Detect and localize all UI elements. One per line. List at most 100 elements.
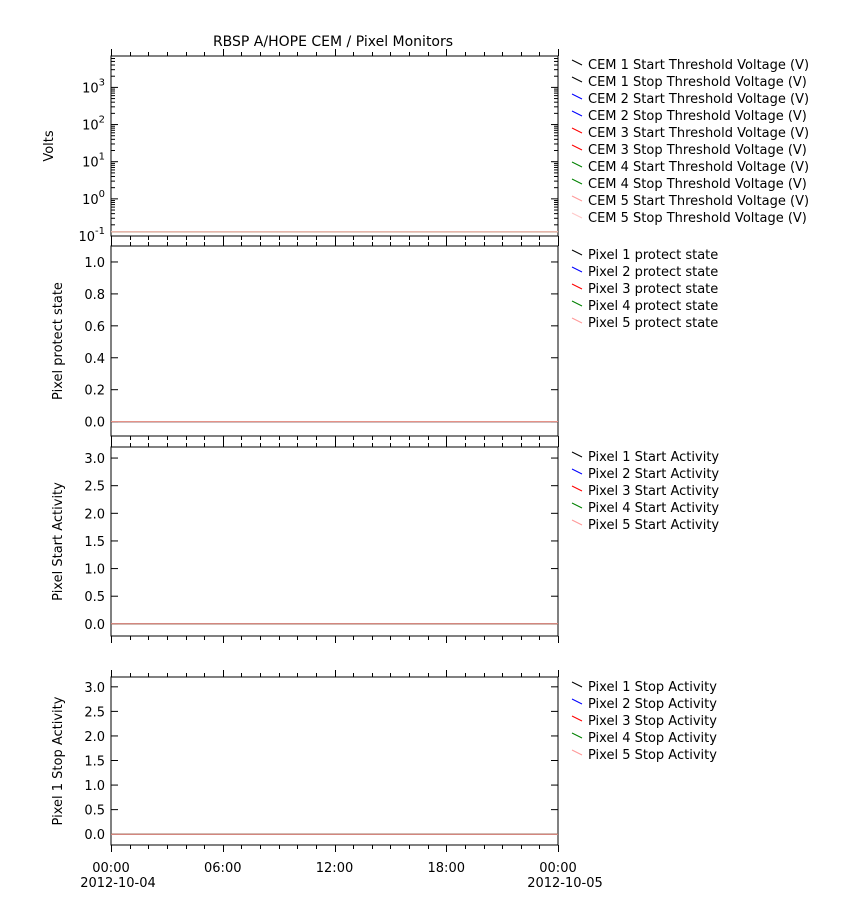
- chart-title: RBSP A/HOPE CEM / Pixel Monitors: [213, 34, 453, 50]
- y-tick-label: 2.5: [84, 705, 105, 720]
- y-tick-label: 10-1: [78, 226, 105, 245]
- y-tick-label: 0.6: [84, 320, 105, 335]
- legend-swatch: [571, 127, 583, 134]
- panel-1: 10-1 100 101 102 103 Volts CEM 1 Start Thresho…: [42, 49, 809, 245]
- y-tick-label: 1.0: [84, 256, 105, 271]
- y-axis-label: Pixel 1 Stop Activity: [51, 696, 66, 825]
- legend-entry: Pixel 5 protect state: [588, 316, 718, 331]
- legend-entry: Pixel 3 Start Activity: [588, 484, 719, 499]
- legend-entry: Pixel 2 Stop Activity: [588, 697, 717, 712]
- panel-3: 0.0 0.5 1.0 1.5 2.0 2.5 3.0 Pixel Start Activit…: [51, 440, 719, 643]
- legend-swatch: [571, 300, 583, 307]
- legend-entry: CEM 5 Stop Threshold Voltage (V): [588, 211, 807, 226]
- x-date-label: 2012-10-04: [80, 876, 156, 891]
- plot-frame: [110, 446, 559, 637]
- legend-entry: Pixel 1 Start Activity: [588, 450, 719, 465]
- legend-swatch: [571, 732, 583, 739]
- legend-entry: Pixel 3 protect state: [588, 282, 718, 297]
- legend-entry: Pixel 3 Stop Activity: [588, 714, 717, 729]
- legend-swatch: [571, 283, 583, 290]
- panel-4: 0.0 0.5 1.0 1.5 2.0 2.5 3.0 Pixel 1 Stop Activi…: [51, 670, 717, 852]
- y-tick-label: 2.5: [84, 480, 105, 495]
- legend-entry: Pixel 2 Start Activity: [588, 467, 719, 482]
- legend-swatch: [571, 681, 583, 688]
- y-tick-label: 102: [82, 115, 105, 134]
- plot-frame: [110, 245, 559, 437]
- y-tick-label: 0.0: [84, 618, 105, 633]
- y-tick-label: 3.0: [84, 452, 105, 467]
- y-tick-label: 3.0: [84, 681, 105, 696]
- legend-swatch: [571, 485, 583, 492]
- legend-entry: CEM 3 Start Threshold Voltage (V): [588, 126, 809, 141]
- y-tick-label: 1.0: [84, 779, 105, 794]
- legend: Pixel 1 protect state Pixel 2 protect sta…: [571, 248, 718, 331]
- x-tick-label: 18:00: [428, 861, 465, 876]
- y-axis-label: Volts: [42, 130, 57, 162]
- legend-swatch: [571, 317, 583, 324]
- y-tick-label: 0.5: [84, 804, 105, 819]
- legend-entry: CEM 4 Stop Threshold Voltage (V): [588, 177, 807, 192]
- y-axis-label: Pixel protect state: [51, 282, 66, 400]
- legend-entry: Pixel 1 Stop Activity: [588, 680, 717, 695]
- legend-entry: Pixel 4 protect state: [588, 299, 718, 314]
- x-tick-label: 06:00: [204, 861, 241, 876]
- legend-entry: Pixel 4 Start Activity: [588, 501, 719, 516]
- x-date-label: 2012-10-05: [527, 876, 603, 891]
- legend-swatch: [571, 502, 583, 509]
- y-tick-label: 0.5: [84, 590, 105, 605]
- legend-swatch: [571, 144, 583, 151]
- legend-swatch: [571, 59, 583, 66]
- legend-swatch: [571, 249, 583, 256]
- legend-swatch: [571, 451, 583, 458]
- legend-entry: Pixel 5 Stop Activity: [588, 748, 717, 763]
- panel-2: 0.0 0.2 0.4 0.6 0.8 1.0 Pixel protect state Pix…: [51, 239, 718, 443]
- legend-entry: Pixel 4 Stop Activity: [588, 731, 717, 746]
- legend-swatch: [571, 195, 583, 202]
- panels: 10-1 100 101 102 103 Volts CEM 1 Start Thresho…: [42, 49, 809, 852]
- legend-entry: Pixel 2 protect state: [588, 265, 718, 280]
- legend: Pixel 1 Stop Activity Pixel 2 Stop Activi…: [571, 680, 717, 763]
- y-tick-label: 100: [82, 189, 105, 208]
- plot-frame: [110, 676, 559, 846]
- legend-swatch: [571, 715, 583, 722]
- legend-entry: CEM 5 Start Threshold Voltage (V): [588, 194, 809, 209]
- legend-swatch: [571, 266, 583, 273]
- x-tick-label: 00:00: [539, 861, 576, 876]
- y-tick-label: 0.0: [84, 828, 105, 843]
- legend-entry: Pixel 1 protect state: [588, 248, 718, 263]
- legend-swatch: [571, 93, 583, 100]
- y-axis-label: Pixel Start Activity: [51, 482, 66, 601]
- legend-entry: Pixel 5 Start Activity: [588, 518, 719, 533]
- y-tick-label: 0.0: [84, 416, 105, 431]
- legend-swatch: [571, 519, 583, 526]
- y-tick-label: 1.0: [84, 563, 105, 578]
- legend-swatch: [571, 178, 583, 185]
- x-tick-label: 00:00: [92, 861, 129, 876]
- y-tick-label: 1.5: [84, 755, 105, 770]
- legend-entry: CEM 4 Start Threshold Voltage (V): [588, 160, 809, 175]
- legend-swatch: [571, 468, 583, 475]
- legend-entry: CEM 1 Stop Threshold Voltage (V): [588, 75, 807, 90]
- legend-entry: CEM 2 Stop Threshold Voltage (V): [588, 109, 807, 124]
- y-tick-label: 2.0: [84, 507, 105, 522]
- y-tick-label: 103: [82, 77, 105, 96]
- y-tick-label: 2.0: [84, 730, 105, 745]
- legend-swatch: [571, 110, 583, 117]
- legend: CEM 1 Start Threshold Voltage (V) CEM 1 S…: [571, 58, 809, 226]
- legend-swatch: [571, 161, 583, 168]
- legend-entry: CEM 3 Stop Threshold Voltage (V): [588, 143, 807, 158]
- y-tick-label: 0.2: [84, 384, 105, 399]
- x-tick-label: 12:00: [316, 861, 353, 876]
- y-tick-label: 1.5: [84, 535, 105, 550]
- legend-swatch: [571, 698, 583, 705]
- y-tick-label: 0.8: [84, 288, 105, 303]
- legend-entry: CEM 1 Start Threshold Voltage (V): [588, 58, 809, 73]
- legend-swatch: [571, 749, 583, 756]
- legend-entry: CEM 2 Start Threshold Voltage (V): [588, 92, 809, 107]
- plot-frame: [110, 55, 559, 237]
- legend-swatch: [571, 212, 583, 219]
- legend-swatch: [571, 76, 583, 83]
- y-tick-label: 101: [82, 152, 105, 171]
